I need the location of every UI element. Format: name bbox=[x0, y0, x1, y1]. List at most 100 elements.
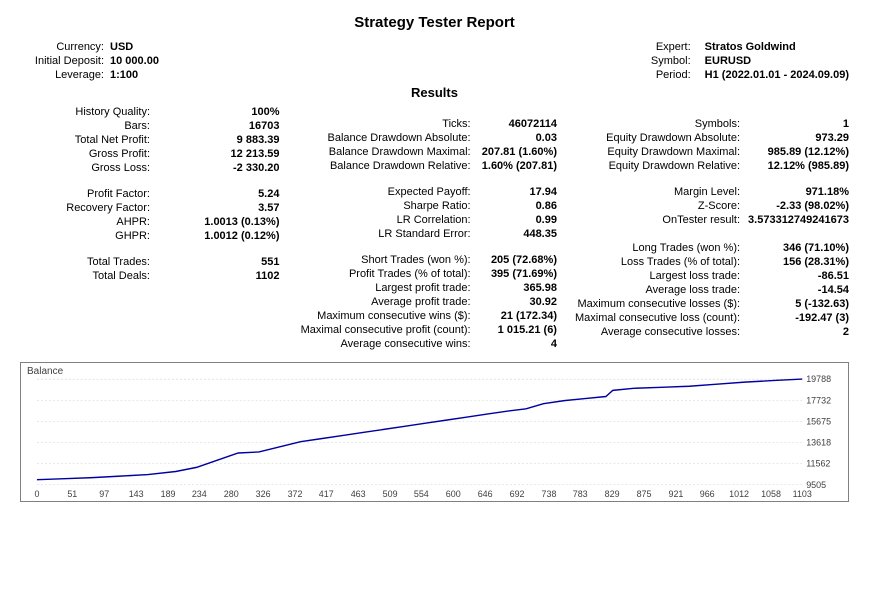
stat-key: Balance Drawdown Absolute: bbox=[297, 132, 478, 144]
svg-text:463: 463 bbox=[351, 489, 366, 499]
stat-key: Loss Trades (% of total): bbox=[575, 256, 748, 268]
period-value: H1 (2022.01.01 - 2024.09.09) bbox=[705, 69, 849, 81]
stat-key: Profit Factor: bbox=[20, 188, 158, 200]
stat-key: Total Trades: bbox=[20, 256, 158, 268]
stat-value: 12 213.59 bbox=[158, 148, 279, 160]
stat-value: 365.98 bbox=[479, 282, 557, 294]
stat-value: -2.33 (98.02%) bbox=[748, 200, 849, 212]
balance-chart-svg: 9505115621361815675177321978805197143189… bbox=[27, 367, 842, 499]
stat-key: Short Trades (won %): bbox=[297, 254, 478, 266]
svg-text:234: 234 bbox=[192, 489, 207, 499]
stat-key: Average consecutive wins: bbox=[297, 338, 478, 350]
stat-value: -86.51 bbox=[748, 270, 849, 282]
stat-key: Profit Trades (% of total): bbox=[297, 268, 478, 280]
stat-value: 448.35 bbox=[479, 228, 557, 240]
leverage-value: 1:100 bbox=[110, 69, 159, 81]
stat-key: Gross Profit: bbox=[20, 148, 158, 160]
stat-key: Maximum consecutive wins ($): bbox=[297, 310, 478, 322]
svg-text:966: 966 bbox=[700, 489, 715, 499]
stats-col-3: Symbols:1Equity Drawdown Absolute:973.29… bbox=[575, 106, 849, 350]
svg-text:921: 921 bbox=[669, 489, 684, 499]
header-right: Expert: Stratos Goldwind Symbol: EURUSD … bbox=[651, 41, 849, 81]
stat-key: LR Correlation: bbox=[297, 214, 478, 226]
stat-value: 1 bbox=[748, 118, 849, 130]
stat-key: Maximum consecutive losses ($): bbox=[575, 298, 748, 310]
results-title: Results bbox=[20, 85, 849, 100]
svg-text:554: 554 bbox=[414, 489, 429, 499]
stats-col-2: Ticks:46072114Balance Drawdown Absolute:… bbox=[297, 106, 557, 350]
stat-value: 1.60% (207.81) bbox=[479, 160, 557, 172]
svg-text:17732: 17732 bbox=[806, 395, 831, 405]
expert-label: Expert: bbox=[651, 41, 697, 53]
stat-value: -192.47 (3) bbox=[748, 312, 849, 324]
stat-key: Average consecutive losses: bbox=[575, 326, 748, 338]
stat-key: Maximal consecutive profit (count): bbox=[297, 324, 478, 336]
svg-text:0: 0 bbox=[34, 489, 39, 499]
stat-key: Equity Drawdown Absolute: bbox=[575, 132, 748, 144]
stat-value: 3.573312749241673 bbox=[748, 214, 849, 226]
svg-text:143: 143 bbox=[129, 489, 144, 499]
stat-value: 395 (71.69%) bbox=[479, 268, 557, 280]
stat-value: 5.24 bbox=[158, 188, 279, 200]
svg-text:738: 738 bbox=[542, 489, 557, 499]
stat-key: Largest loss trade: bbox=[575, 270, 748, 282]
stat-value: 0.99 bbox=[479, 214, 557, 226]
stat-value: 46072114 bbox=[479, 118, 557, 130]
stat-value: 551 bbox=[158, 256, 279, 268]
stat-value: 100% bbox=[158, 106, 279, 118]
stat-value: 346 (71.10%) bbox=[748, 242, 849, 254]
stat-value: 16703 bbox=[158, 120, 279, 132]
stat-value: 21 (172.34) bbox=[479, 310, 557, 322]
svg-text:51: 51 bbox=[67, 489, 77, 499]
svg-text:189: 189 bbox=[161, 489, 176, 499]
stat-key: Sharpe Ratio: bbox=[297, 200, 478, 212]
stat-value: 156 (28.31%) bbox=[748, 256, 849, 268]
header-left: Currency: USD Initial Deposit: 10 000.00… bbox=[20, 41, 159, 81]
svg-text:509: 509 bbox=[383, 489, 398, 499]
stats-grid: History Quality:100%Bars:16703Total Net … bbox=[20, 106, 849, 350]
svg-text:417: 417 bbox=[319, 489, 334, 499]
stat-value: 971.18% bbox=[748, 186, 849, 198]
chart-label: Balance bbox=[27, 366, 63, 377]
stat-value: 985.89 (12.12%) bbox=[748, 146, 849, 158]
svg-text:372: 372 bbox=[288, 489, 303, 499]
svg-text:1103: 1103 bbox=[793, 489, 812, 499]
svg-text:646: 646 bbox=[478, 489, 493, 499]
stat-value: 973.29 bbox=[748, 132, 849, 144]
svg-text:692: 692 bbox=[510, 489, 525, 499]
stat-key: Total Deals: bbox=[20, 270, 158, 282]
stat-key: Average loss trade: bbox=[575, 284, 748, 296]
stat-value: 2 bbox=[748, 326, 849, 338]
svg-text:13618: 13618 bbox=[806, 438, 831, 448]
report-title: Strategy Tester Report bbox=[20, 14, 849, 31]
svg-text:280: 280 bbox=[224, 489, 239, 499]
deposit-value: 10 000.00 bbox=[110, 55, 159, 67]
stat-key: Gross Loss: bbox=[20, 162, 158, 174]
svg-text:783: 783 bbox=[573, 489, 588, 499]
svg-text:600: 600 bbox=[446, 489, 461, 499]
stat-key: Bars: bbox=[20, 120, 158, 132]
stat-value: 207.81 (1.60%) bbox=[479, 146, 557, 158]
expert-value: Stratos Goldwind bbox=[705, 41, 849, 53]
stat-value: 205 (72.68%) bbox=[479, 254, 557, 266]
stat-key: AHPR: bbox=[20, 216, 158, 228]
stat-value: -2 330.20 bbox=[158, 162, 279, 174]
stat-key: Margin Level: bbox=[575, 186, 748, 198]
stat-key: Equity Drawdown Maximal: bbox=[575, 146, 748, 158]
stat-key: Average profit trade: bbox=[297, 296, 478, 308]
stat-value: 1 015.21 (6) bbox=[479, 324, 557, 336]
period-label: Period: bbox=[651, 69, 697, 81]
stats-col-1: History Quality:100%Bars:16703Total Net … bbox=[20, 106, 279, 350]
stat-value: 9 883.39 bbox=[158, 134, 279, 146]
leverage-label: Leverage: bbox=[20, 69, 110, 81]
svg-text:1012: 1012 bbox=[729, 489, 749, 499]
deposit-label: Initial Deposit: bbox=[20, 55, 110, 67]
stat-value: 5 (-132.63) bbox=[748, 298, 849, 310]
stat-value: 4 bbox=[479, 338, 557, 350]
stat-key: Long Trades (won %): bbox=[575, 242, 748, 254]
stat-value: -14.54 bbox=[748, 284, 849, 296]
stat-key: Ticks: bbox=[297, 118, 478, 130]
currency-value: USD bbox=[110, 41, 159, 53]
stat-key: Largest profit trade: bbox=[297, 282, 478, 294]
stat-value: 0.03 bbox=[479, 132, 557, 144]
